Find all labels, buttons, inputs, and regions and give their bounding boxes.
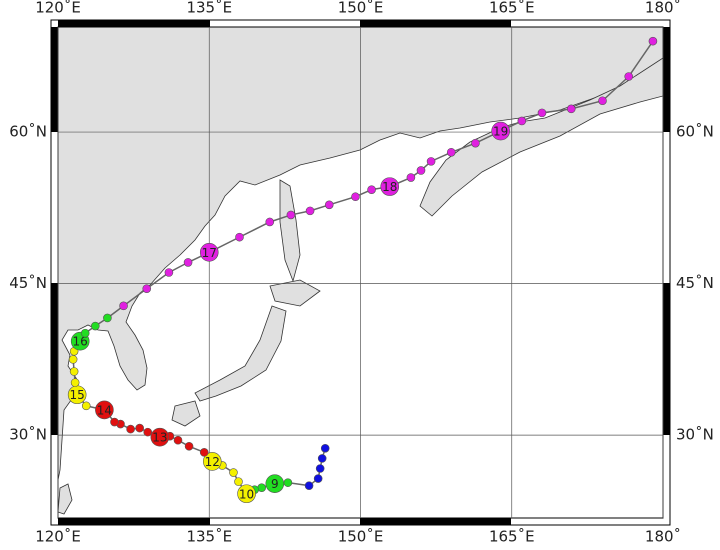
x-tick-label: 135˚E bbox=[186, 0, 232, 17]
track-point bbox=[235, 232, 244, 242]
track-point bbox=[471, 138, 480, 148]
track-point bbox=[68, 355, 78, 364]
track-point bbox=[517, 116, 527, 126]
date-label: 19 bbox=[493, 125, 508, 139]
track-point bbox=[648, 36, 658, 46]
track-point bbox=[367, 185, 376, 194]
track-point bbox=[304, 481, 314, 490]
track-point bbox=[257, 483, 266, 492]
track-point bbox=[80, 328, 90, 338]
x-tick-label: 120˚E bbox=[35, 0, 81, 17]
date-label: 9 bbox=[271, 477, 279, 491]
date-label: 16 bbox=[73, 335, 88, 349]
track-point bbox=[426, 157, 436, 166]
track-point bbox=[566, 104, 576, 114]
x-tick-label: 180˚ bbox=[645, 528, 681, 546]
track-point bbox=[183, 258, 193, 267]
date-label: 14 bbox=[97, 403, 112, 417]
date-label: 15 bbox=[70, 388, 85, 402]
track-point bbox=[315, 464, 325, 473]
y-tick-label: 45˚N bbox=[676, 274, 714, 292]
track-point bbox=[351, 192, 360, 202]
track-point bbox=[491, 121, 510, 141]
track-point bbox=[184, 441, 194, 451]
track-point bbox=[150, 427, 170, 447]
date-label: 10 bbox=[239, 487, 254, 501]
track-point bbox=[199, 448, 209, 457]
x-tick-label: 150˚E bbox=[338, 528, 384, 546]
track-point bbox=[110, 417, 119, 427]
track-point bbox=[199, 242, 219, 262]
track-point bbox=[624, 72, 634, 81]
y-tick-label: 60˚N bbox=[676, 123, 714, 141]
track-point bbox=[237, 484, 256, 504]
track-point bbox=[446, 147, 456, 157]
track-point bbox=[265, 217, 275, 227]
date-label: 13 bbox=[152, 431, 167, 445]
y-tick-label: 45˚N bbox=[9, 274, 47, 292]
y-tick-label: 30˚N bbox=[676, 426, 714, 444]
track-point bbox=[537, 108, 547, 118]
track-point bbox=[416, 166, 426, 175]
track-point bbox=[320, 443, 330, 453]
track-point bbox=[265, 474, 285, 493]
track-point bbox=[103, 313, 112, 323]
track-point bbox=[69, 367, 79, 376]
track-point bbox=[70, 378, 80, 387]
track-point bbox=[126, 424, 135, 434]
date-label: 12 bbox=[205, 455, 220, 469]
track-point bbox=[283, 478, 293, 487]
track-point bbox=[142, 284, 152, 293]
x-tick-label: 150˚E bbox=[338, 0, 384, 17]
track-point bbox=[143, 427, 153, 437]
frame bbox=[50, 19, 671, 526]
track-point bbox=[173, 435, 183, 445]
y-tick-label: 60˚N bbox=[9, 123, 47, 141]
track-point bbox=[234, 477, 243, 486]
date-label: 18 bbox=[382, 180, 397, 194]
track-point bbox=[164, 268, 174, 277]
y-tick-label: 30˚N bbox=[9, 426, 47, 444]
date-label: 17 bbox=[202, 246, 217, 260]
track-point bbox=[305, 206, 315, 216]
track-point bbox=[598, 96, 607, 106]
track-point bbox=[119, 301, 128, 311]
track-point bbox=[313, 474, 323, 483]
track-point bbox=[229, 468, 238, 477]
track-point bbox=[202, 452, 222, 471]
track-point bbox=[406, 173, 416, 182]
track-point bbox=[286, 210, 296, 220]
x-tick-label: 180˚ bbox=[645, 0, 681, 17]
track-point bbox=[380, 177, 400, 196]
x-tick-label: 120˚E bbox=[35, 528, 81, 546]
x-tick-label: 135˚E bbox=[186, 528, 232, 546]
x-tick-label: 165˚E bbox=[489, 528, 535, 546]
track-point bbox=[324, 200, 334, 210]
x-tick-label: 165˚E bbox=[489, 0, 535, 17]
track-point bbox=[135, 423, 144, 433]
track-point bbox=[95, 400, 114, 420]
track-point bbox=[317, 454, 327, 463]
track-point bbox=[81, 401, 91, 411]
track-point bbox=[91, 321, 100, 331]
